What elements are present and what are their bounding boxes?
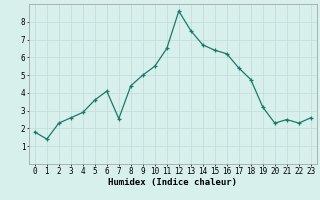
X-axis label: Humidex (Indice chaleur): Humidex (Indice chaleur) xyxy=(108,178,237,187)
